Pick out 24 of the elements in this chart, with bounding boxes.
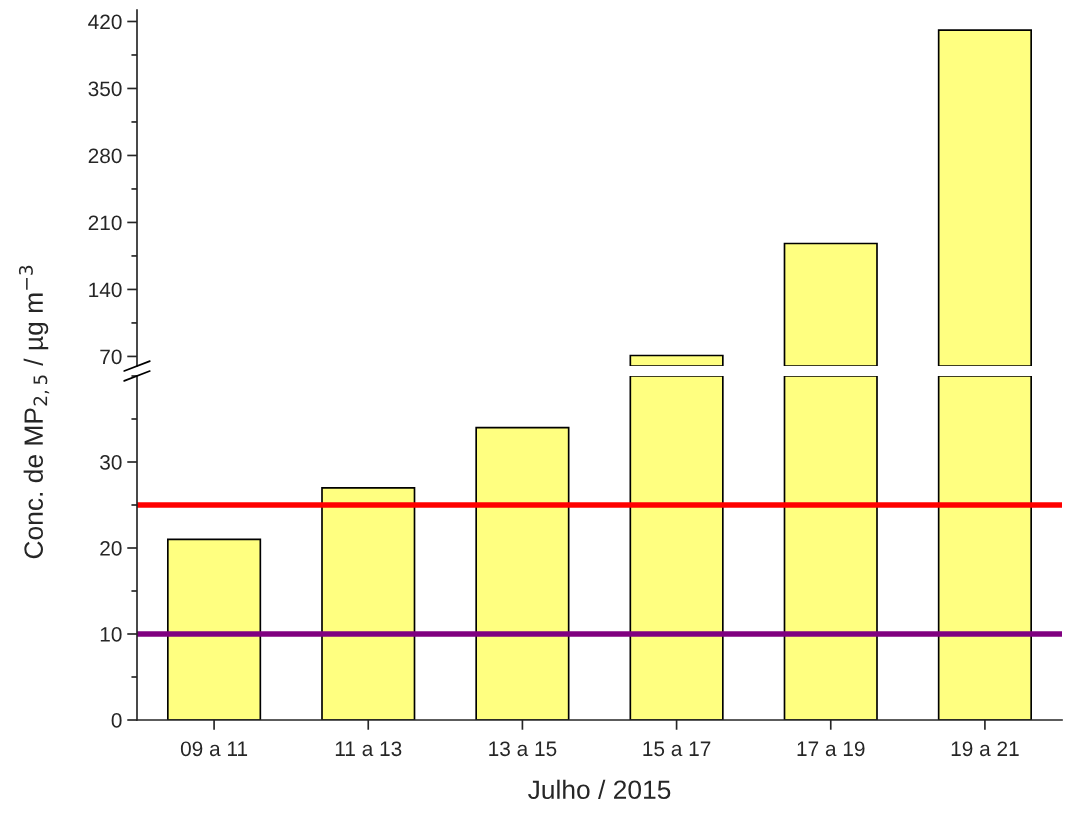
bar	[166, 538, 262, 720]
bar	[321, 486, 416, 720]
x-tick-label: 13 a 15	[489, 741, 557, 757]
x-tick-label: 19 a 21	[951, 741, 1019, 757]
x-tick-label: 11 a 13	[335, 741, 402, 757]
x-tick-label: 17 a 19	[797, 741, 865, 757]
y-tick-label: 30	[100, 455, 122, 470]
bar	[783, 376, 878, 720]
y-tick-label: 20	[100, 541, 122, 556]
x-tick-label: 15 a 17	[643, 741, 711, 757]
y-tick-label: 0	[111, 713, 122, 728]
bar	[475, 426, 570, 720]
y-tick-label: 70	[100, 349, 122, 365]
y-tick-label: 280	[88, 148, 122, 164]
bar	[629, 376, 724, 720]
x-tick-label: 09 a 11	[180, 741, 248, 757]
bar	[937, 376, 1033, 720]
y-tick-label: 10	[100, 627, 122, 642]
y-tick-label: 140	[89, 282, 122, 298]
y-tick-label: 350	[88, 81, 122, 97]
y-tick-label: 210	[88, 215, 122, 231]
x-axis-title: Julho / 2015	[528, 779, 671, 800]
y-axis-title: Conc. de MP$_{2,5}$ / µg m$^{−3}$	[18, 265, 50, 559]
y-tick-label: 420	[88, 14, 122, 30]
